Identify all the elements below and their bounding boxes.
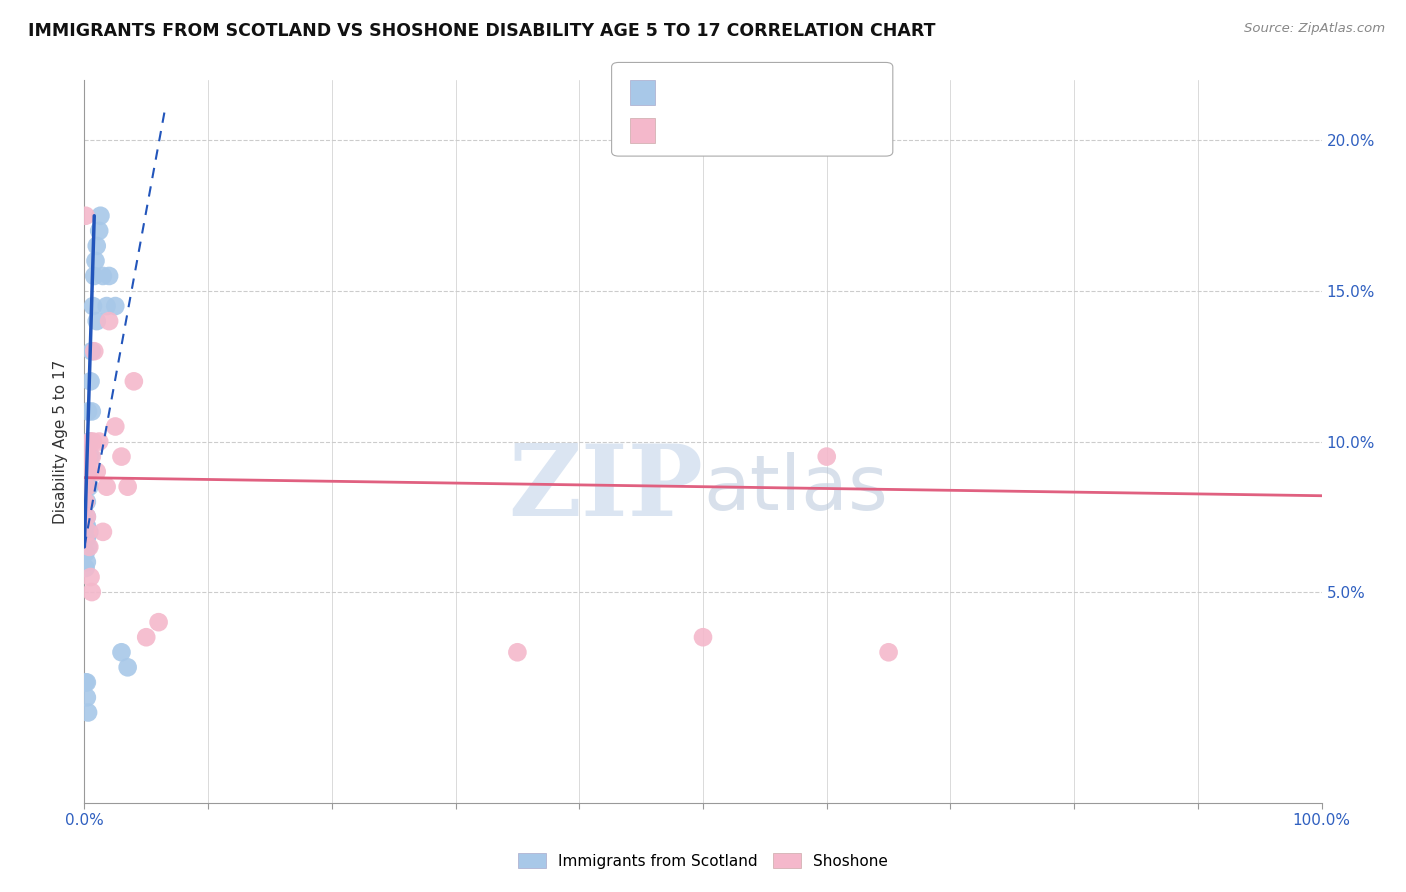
Point (76, 480, 98, 494)
Point (76, 518, 98, 533)
Point (77, 450, 100, 464)
Point (135, 630, 157, 644)
Point (110, 645, 132, 659)
Point (79, 570, 101, 584)
Point (76, 675, 98, 690)
Point (104, 299, 127, 313)
Point (76, 465, 98, 479)
Point (77, 706, 100, 720)
Point (75, 546, 97, 560)
Point (83, 344, 105, 359)
Point (75, 561, 97, 575)
Point (89, 224, 111, 238)
Point (75, 675, 97, 690)
Text: R = -0.060  N = 29: R = -0.060 N = 29 (664, 123, 817, 138)
Point (84, 253, 107, 268)
Point (80, 344, 103, 359)
Point (80, 404, 103, 418)
Point (79, 480, 101, 494)
Point (877, 645, 900, 659)
Point (76, 555, 98, 569)
Point (76, 509, 98, 524)
Point (117, 480, 139, 494)
Point (815, 450, 838, 464)
Point (82, 434, 104, 449)
Point (79, 524, 101, 539)
Point (79, 434, 101, 449)
Point (75, 516, 97, 530)
Point (77, 404, 100, 418)
Y-axis label: Disability Age 5 to 17: Disability Age 5 to 17 (53, 359, 69, 524)
Point (96, 299, 118, 313)
Point (79, 434, 101, 449)
Point (77, 450, 100, 464)
Point (91, 268, 114, 283)
Point (79, 374, 101, 388)
Point (75, 524, 97, 539)
Point (110, 450, 132, 464)
Point (122, 374, 145, 388)
Point (79, 540, 101, 554)
Point (77, 540, 100, 554)
Point (96, 480, 118, 494)
Point (83, 268, 105, 283)
Point (86, 314, 108, 328)
Point (148, 615, 170, 630)
Point (75, 209, 97, 223)
Point (98, 314, 121, 328)
Point (692, 630, 714, 644)
Text: atlas: atlas (703, 451, 887, 525)
Point (506, 645, 529, 659)
Point (79, 465, 101, 479)
Point (86, 465, 108, 479)
Point (76, 531, 98, 545)
Text: R =  0.476  N = 39: R = 0.476 N = 39 (664, 83, 815, 98)
Point (80, 450, 103, 464)
Point (104, 419, 127, 434)
Text: IMMIGRANTS FROM SCOTLAND VS SHOSHONE DISABILITY AGE 5 TO 17 CORRELATION CHART: IMMIGRANTS FROM SCOTLAND VS SHOSHONE DIS… (28, 22, 935, 40)
Text: ZIP: ZIP (508, 440, 703, 537)
Point (79, 450, 101, 464)
Point (80, 585, 103, 599)
Point (76, 494, 98, 508)
Point (75, 494, 97, 508)
Point (75, 531, 97, 545)
Point (98, 268, 121, 283)
Point (117, 660, 139, 674)
Point (82, 299, 104, 313)
Text: Source: ZipAtlas.com: Source: ZipAtlas.com (1244, 22, 1385, 36)
Point (77, 524, 100, 539)
Point (89, 434, 111, 449)
Point (89, 209, 111, 223)
Point (76, 509, 98, 524)
Point (76, 690, 98, 705)
Point (76, 480, 98, 494)
Point (91, 524, 114, 539)
Legend: Immigrants from Scotland, Shoshone: Immigrants from Scotland, Shoshone (512, 847, 894, 875)
Point (86, 239, 108, 253)
